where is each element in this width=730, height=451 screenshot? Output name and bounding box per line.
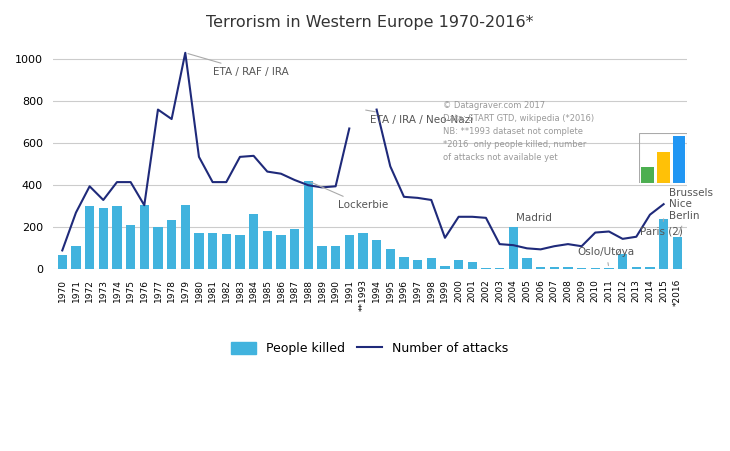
Bar <box>58 255 67 269</box>
Bar <box>249 214 258 269</box>
Bar <box>454 260 464 269</box>
Bar <box>180 205 190 269</box>
Bar <box>495 268 504 269</box>
Bar <box>481 268 491 269</box>
Text: Paris (2): Paris (2) <box>640 219 683 237</box>
Bar <box>235 235 245 269</box>
Bar <box>71 246 81 269</box>
Bar <box>399 257 409 269</box>
Bar <box>167 220 177 269</box>
Bar <box>385 249 395 269</box>
Bar <box>659 219 669 269</box>
Text: Madrid: Madrid <box>516 213 552 223</box>
Bar <box>290 230 299 269</box>
Bar <box>276 235 285 269</box>
Bar <box>657 152 669 183</box>
Bar <box>358 233 368 269</box>
Text: Brussels
Nice
Berlin: Brussels Nice Berlin <box>669 188 713 234</box>
Bar <box>304 181 313 269</box>
Text: Lockerbie: Lockerbie <box>311 182 388 210</box>
Bar <box>85 206 94 269</box>
Text: ETA / RAF / IRA: ETA / RAF / IRA <box>188 54 288 77</box>
Bar <box>672 237 682 269</box>
Bar <box>604 268 614 269</box>
Bar <box>631 267 641 269</box>
Bar <box>536 267 545 269</box>
Bar <box>139 205 149 269</box>
Bar <box>99 208 108 269</box>
Bar <box>331 246 340 269</box>
Bar <box>563 267 573 269</box>
Bar <box>317 246 327 269</box>
Bar <box>426 258 436 269</box>
Legend: People killed, Number of attacks: People killed, Number of attacks <box>226 337 514 360</box>
Bar <box>591 268 600 269</box>
Bar <box>577 268 586 269</box>
Bar <box>467 262 477 269</box>
Bar <box>263 231 272 269</box>
Bar <box>126 225 135 269</box>
Bar <box>208 233 218 269</box>
Bar <box>673 136 685 183</box>
Title: Terrorism in Western Europe 1970-2016*: Terrorism in Western Europe 1970-2016* <box>206 15 534 30</box>
Bar <box>550 267 559 269</box>
Bar <box>345 235 354 269</box>
Bar <box>413 260 423 269</box>
Bar <box>221 234 231 269</box>
Text: ETA / IRA / Neo-Nazi: ETA / IRA / Neo-Nazi <box>366 110 473 125</box>
Text: Oslo/Utøya: Oslo/Utøya <box>577 247 634 266</box>
Bar <box>509 227 518 269</box>
Bar <box>440 266 450 269</box>
Text: © Datagraver.com 2017
Data: START GTD, wikipedia (*2016)
NB: **1993 dataset not : © Datagraver.com 2017 Data: START GTD, w… <box>442 101 593 162</box>
Bar <box>641 167 653 183</box>
Bar <box>645 267 655 269</box>
Bar <box>194 233 204 269</box>
Bar <box>112 206 122 269</box>
Bar <box>522 258 531 269</box>
Bar <box>372 240 381 269</box>
Bar <box>153 227 163 269</box>
Bar <box>618 253 627 269</box>
